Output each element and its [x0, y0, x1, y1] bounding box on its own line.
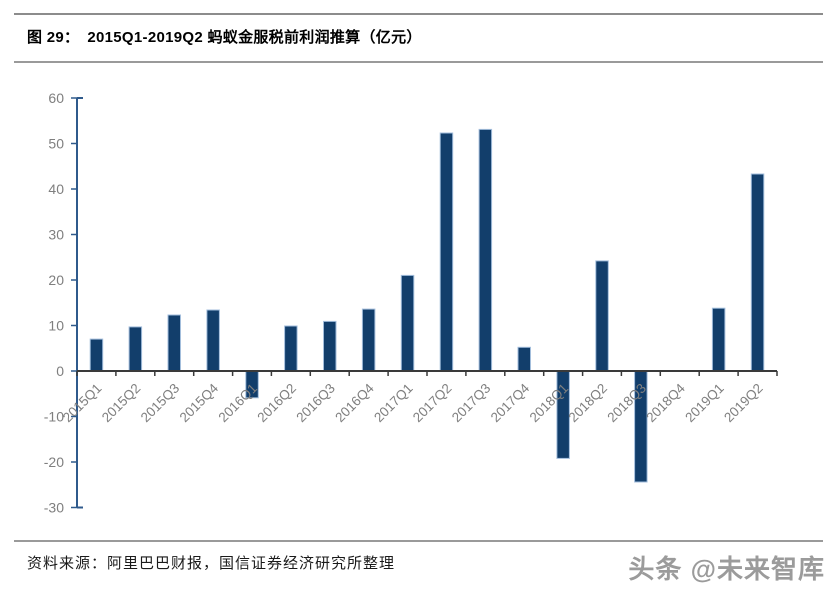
bar-2017Q3 [478, 128, 493, 372]
y-tick-label: 30 [48, 227, 64, 243]
watermark: 头条 @未来智库 [628, 554, 825, 584]
y-tick-label: -10 [44, 409, 64, 425]
y-tick-label: 10 [48, 318, 64, 334]
bar-2016Q2 [284, 325, 298, 372]
y-tick-label: 50 [48, 136, 64, 152]
x-tick-label-2016Q3: 2016Q3 [293, 381, 338, 426]
y-tick-label: 60 [48, 90, 64, 106]
figure-label: 图 29： [27, 29, 80, 46]
bar-2016Q4 [361, 308, 376, 372]
x-tick-label-2018Q2: 2018Q2 [566, 381, 611, 426]
x-tick-label-2017Q3: 2017Q3 [449, 381, 494, 426]
x-tick-label-2015Q2: 2015Q2 [99, 381, 144, 426]
bar-2016Q3 [323, 320, 337, 372]
bar-2015Q3 [167, 314, 181, 372]
y-tick-label: 20 [48, 272, 64, 288]
figure-caption: 图 29： 2015Q1-2019Q2 蚂蚁金服税前利润推算（亿元） [27, 26, 422, 47]
source-note: 资料来源：阿里巴巴财报，国信证券经济研究所整理 [27, 556, 396, 572]
figure-title: 2015Q1-2019Q2 蚂蚁金服税前利润推算（亿元） [87, 29, 422, 46]
bar-2017Q1 [400, 274, 415, 372]
caption-divider [14, 61, 823, 63]
chart-canvas: 60 50 40 30 20 10 0 -10 -20 -30 2015Q12015Q22015Q3… [44, 90, 778, 516]
x-tick-label-2016Q2: 2016Q2 [254, 381, 299, 426]
x-tick-label-2017Q1: 2017Q1 [371, 381, 416, 426]
x-tick-label-2015Q3: 2015Q3 [138, 381, 183, 426]
x-tick-label-2017Q4: 2017Q4 [488, 380, 533, 425]
x-tick-label-2016Q1: 2016Q1 [216, 381, 261, 426]
y-tick-label: 40 [48, 181, 64, 197]
bar-chart: 60 50 40 30 20 10 0 -10 -20 -30 2015Q1 2015Q2 2015Q3… [0, 75, 837, 540]
bar-2019Q2 [750, 173, 765, 372]
x-tick-label-2015Q4: 2015Q4 [177, 380, 222, 425]
bar-2015Q2 [128, 326, 143, 372]
x-tick-label-2016Q4: 2016Q4 [332, 380, 377, 425]
footer-divider [14, 540, 823, 542]
y-tick-label: -20 [44, 454, 64, 470]
y-tick-label: -30 [44, 500, 64, 516]
x-tick-label-2015Q1: 2015Q1 [60, 381, 105, 426]
bar-2017Q4 [517, 346, 531, 372]
x-tick-label-2019Q2: 2019Q2 [721, 381, 766, 426]
bar-2019Q1 [711, 307, 726, 372]
y-tick-label: 0 [56, 363, 64, 379]
bar-2015Q1 [89, 338, 104, 372]
x-tick-label-2019Q1: 2019Q1 [682, 381, 727, 426]
bar-2018Q2 [595, 260, 609, 372]
x-tick-label-2018Q4: 2018Q4 [643, 380, 688, 425]
bar-2017Q2 [439, 132, 454, 372]
x-tick-label-2017Q2: 2017Q2 [410, 381, 455, 426]
top-divider [14, 13, 823, 15]
bar-2015Q4 [206, 309, 220, 372]
